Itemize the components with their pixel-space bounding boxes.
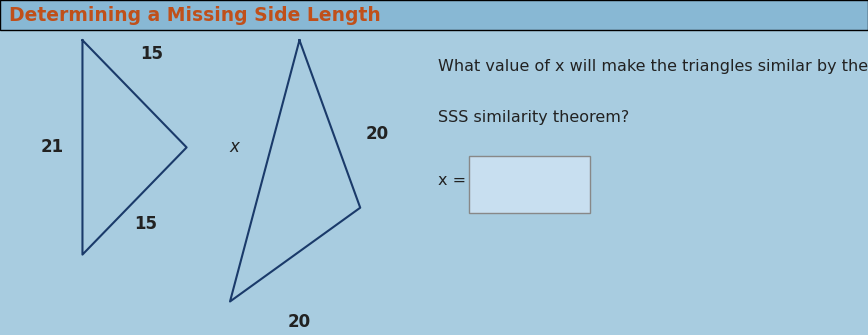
Text: 15: 15 <box>135 215 157 233</box>
Text: 20: 20 <box>366 125 389 143</box>
Text: 20: 20 <box>288 313 311 331</box>
Text: What value of x will make the triangles similar by the: What value of x will make the triangles … <box>438 60 868 74</box>
Text: 15: 15 <box>141 45 163 63</box>
Text: Determining a Missing Side Length: Determining a Missing Side Length <box>9 6 380 24</box>
Text: 21: 21 <box>41 138 63 156</box>
Text: x: x <box>229 138 240 156</box>
Text: SSS similarity theorem?: SSS similarity theorem? <box>438 110 629 125</box>
FancyBboxPatch shape <box>0 0 868 30</box>
Text: x =: x = <box>438 174 466 188</box>
FancyBboxPatch shape <box>469 156 590 213</box>
